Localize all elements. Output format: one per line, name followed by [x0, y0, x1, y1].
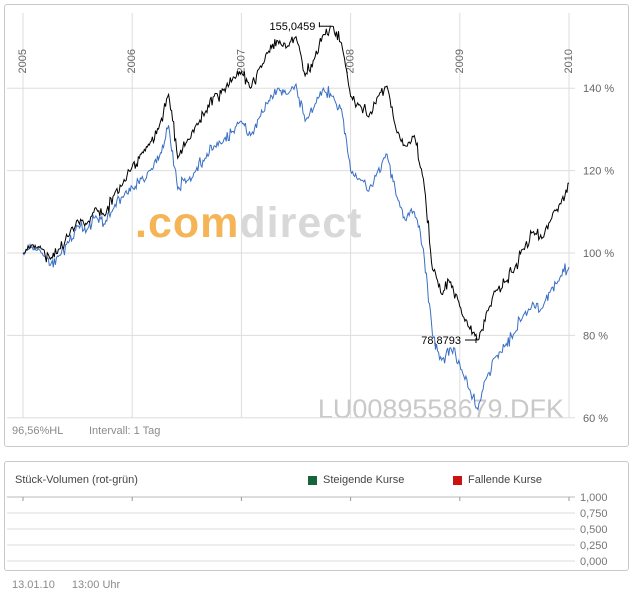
legend-rising-courses: Steigende Kurse — [308, 474, 404, 486]
svg-text:2010: 2010 — [563, 49, 575, 73]
price-chart-canvas: 140 % 120 % 100 % 80 % 60 % 2005 2006 2007 2008 2… — [7, 13, 614, 425]
volume-title: Stück-Volumen (rot-grün) — [15, 474, 138, 486]
volume-chart-canvas — [7, 496, 575, 562]
comdirect-watermark-com: .com — [135, 199, 240, 247]
price-chart-panel: .comdirect LU0089558679.DFK 140 % 120 % 10… — [4, 4, 629, 447]
legend-falling-courses: Fallende Kurse — [453, 474, 542, 486]
svg-text:2008: 2008 — [345, 49, 357, 73]
svg-text:155,0459: 155,0459 — [270, 21, 316, 33]
volume-ytick-3: 0,250 — [580, 540, 608, 552]
svg-text:80 %: 80 % — [583, 330, 608, 342]
comdirect-watermark-direct: direct — [239, 199, 363, 247]
comdirect-watermark: .comdirect — [135, 199, 362, 248]
rising-courses-swatch-icon — [308, 475, 317, 485]
svg-text:2005: 2005 — [17, 49, 29, 73]
svg-text:60 %: 60 % — [583, 413, 608, 425]
svg-text:100 %: 100 % — [583, 248, 614, 260]
volume-panel: Stück-Volumen (rot-grün) Steigende Kurse… — [4, 461, 629, 571]
svg-text:120 %: 120 % — [583, 166, 614, 178]
volume-ytick-4: 0,000 — [580, 556, 608, 568]
footer-timestamp: 13.01.10 13:00 Uhr — [12, 579, 134, 591]
svg-text:78,8793: 78,8793 — [421, 335, 461, 347]
footer-date: 13.01.10 — [12, 579, 55, 591]
legend-rising-label: Steigende Kurse — [323, 474, 405, 486]
svg-text:2009: 2009 — [454, 49, 466, 73]
volume-ytick-0: 1,000 — [580, 492, 608, 504]
svg-text:2007: 2007 — [235, 49, 247, 73]
svg-text:2006: 2006 — [126, 49, 138, 73]
interval-label: Intervall: 1 Tag — [89, 425, 161, 437]
volume-ytick-2: 0,500 — [580, 524, 608, 536]
instrument-id-watermark: LU0089558679.DFK — [317, 394, 564, 424]
percent-hl-label: 96,56%HL — [12, 425, 64, 437]
legend-falling-label: Fallende Kurse — [468, 474, 542, 486]
volume-ytick-1: 0,750 — [580, 508, 608, 520]
footer-time: 13:00 Uhr — [71, 579, 121, 591]
falling-courses-swatch-icon — [453, 475, 462, 485]
svg-text:140 %: 140 % — [583, 83, 614, 95]
